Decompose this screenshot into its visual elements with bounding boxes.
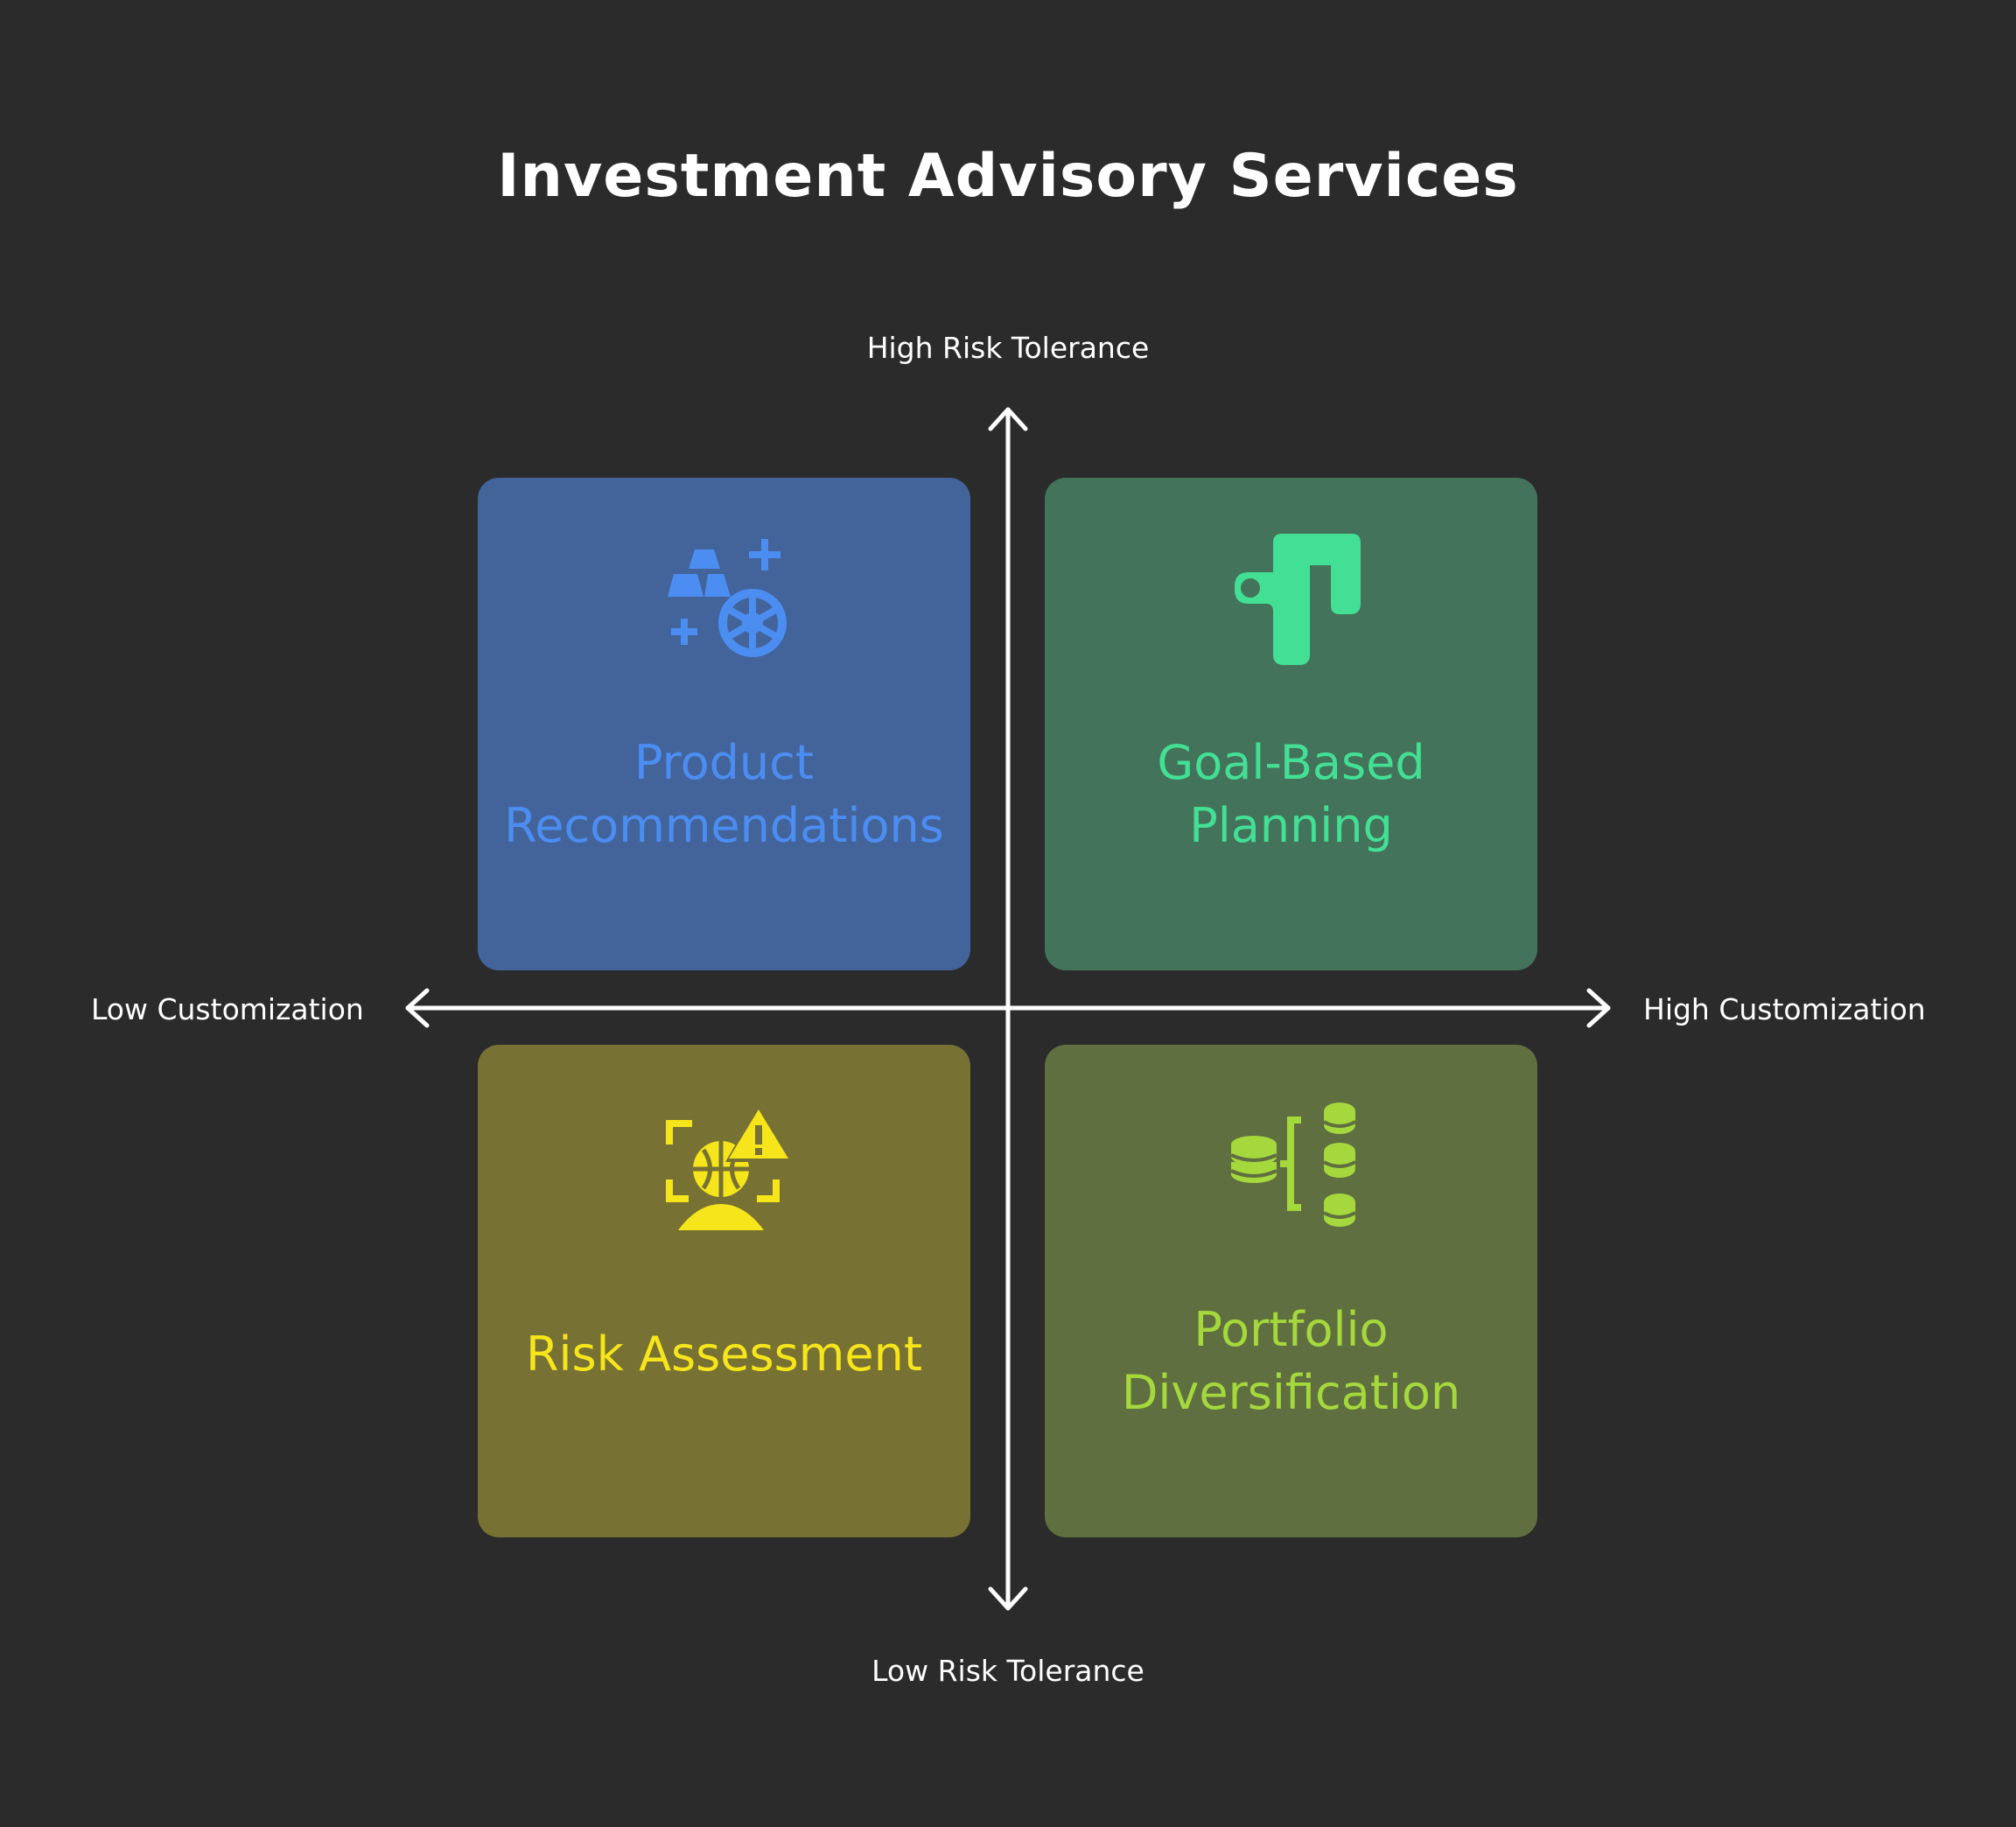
axis-label-top: High Risk Tolerance	[866, 331, 1150, 365]
gold-bars-wheel-icon	[668, 539, 787, 657]
route-path-icon	[1235, 534, 1361, 665]
quadrant-product-recommendations: Product Recommendations	[478, 478, 970, 970]
label-line: Portfolio	[1194, 1302, 1389, 1357]
label-line: Product	[634, 735, 815, 790]
quadrant-label: Product Recommendations	[486, 732, 962, 858]
quadrant-label: Risk Assessment	[486, 1323, 962, 1386]
label-line: Diversification	[1121, 1365, 1461, 1420]
label-line: Planning	[1189, 798, 1393, 853]
diagram-title: Investment Advisory Services	[497, 142, 1519, 211]
label-line: Recommendations	[504, 798, 944, 853]
quadrant-label: Portfolio Diversification	[1054, 1298, 1529, 1424]
arrow-up-icon	[988, 407, 1028, 431]
axis-label-left: Low Customization	[91, 992, 364, 1026]
quadrant-label: Goal-Based Planning	[1054, 732, 1529, 858]
arrow-left-icon	[405, 988, 430, 1028]
quadrant-risk-assessment: Risk Assessment	[478, 1045, 970, 1537]
arrow-right-icon	[1586, 988, 1611, 1028]
coin-stacks-icon	[1230, 1102, 1356, 1227]
axis-label-right: High Customization	[1643, 992, 1926, 1026]
label-line: Goal-Based	[1157, 735, 1425, 790]
axis-label-bottom: Low Risk Tolerance	[872, 1654, 1144, 1688]
quadrant-portfolio-diversification: Portfolio Diversification	[1045, 1045, 1537, 1537]
quadrant-goal-based-planning: Goal-Based Planning	[1045, 478, 1537, 970]
arrow-down-icon	[988, 1586, 1028, 1611]
risk-warning-icon	[666, 1104, 792, 1230]
label-line: Risk Assessment	[525, 1326, 922, 1382]
